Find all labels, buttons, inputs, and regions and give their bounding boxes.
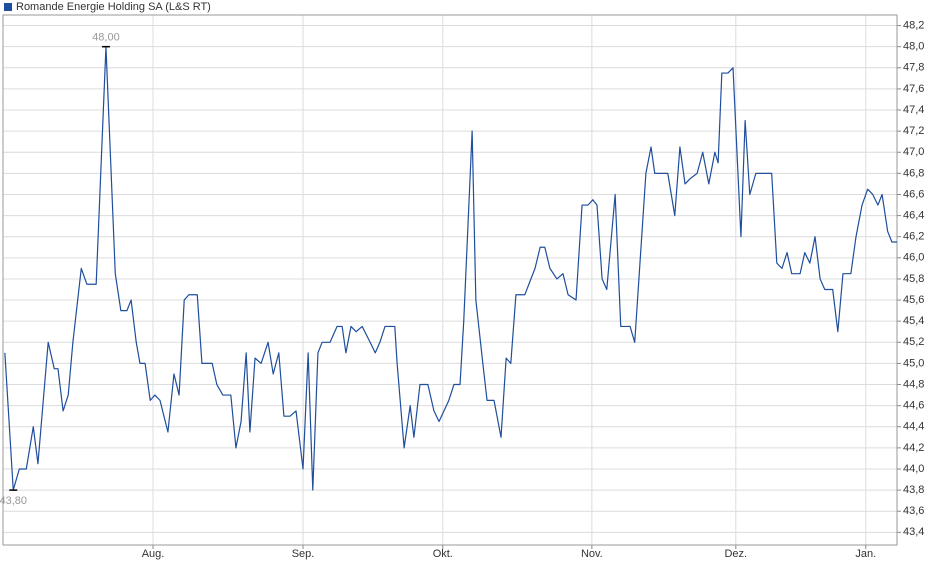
y-tick-label: 44,6: [903, 400, 924, 412]
y-tick-label: 47,8: [903, 62, 924, 74]
x-tick-label: Sep.: [292, 548, 315, 560]
y-tick-label: 46,4: [903, 210, 924, 222]
y-tick-label: 46,8: [903, 167, 924, 179]
y-tick-label: 46,6: [903, 188, 924, 200]
y-tick-label: 47,2: [903, 125, 924, 137]
y-tick-label: 45,0: [903, 357, 924, 369]
y-tick-label: 44,0: [903, 463, 924, 475]
y-tick-label: 43,8: [903, 484, 924, 496]
x-tick-label: Nov.: [581, 548, 603, 560]
annotation-label: 48,00: [92, 32, 120, 44]
y-tick-label: 47,6: [903, 83, 924, 95]
price-line: [4, 46, 897, 491]
y-tick-label: 45,6: [903, 294, 924, 306]
x-tick-label: Aug.: [142, 548, 165, 560]
y-tick-label: 44,2: [903, 442, 924, 454]
y-tick-label: 45,8: [903, 273, 924, 285]
x-tick-label: Okt.: [433, 548, 453, 560]
legend-label: Romande Energie Holding SA (L&S RT): [16, 1, 211, 13]
y-tick-label: 44,8: [903, 378, 924, 390]
y-tick-label: 45,4: [903, 315, 924, 327]
x-tick-label: Dez.: [724, 548, 747, 560]
y-tick-label: 43,6: [903, 505, 924, 517]
y-tick-label: 47,0: [903, 146, 924, 158]
plot-frame: [2, 14, 898, 546]
y-tick-label: 48,2: [903, 19, 924, 31]
y-tick-label: 48,0: [903, 41, 924, 53]
x-tick-label: Jan.: [855, 548, 876, 560]
y-tick-label: 45,2: [903, 336, 924, 348]
annotation-label: 43,80: [0, 495, 27, 507]
y-tick-label: 46,2: [903, 231, 924, 243]
y-tick-label: 43,4: [903, 526, 924, 538]
y-tick-label: 46,0: [903, 252, 924, 264]
y-tick-label: 44,4: [903, 421, 924, 433]
y-tick-label: 47,4: [903, 104, 924, 116]
legend-swatch: [4, 3, 12, 11]
